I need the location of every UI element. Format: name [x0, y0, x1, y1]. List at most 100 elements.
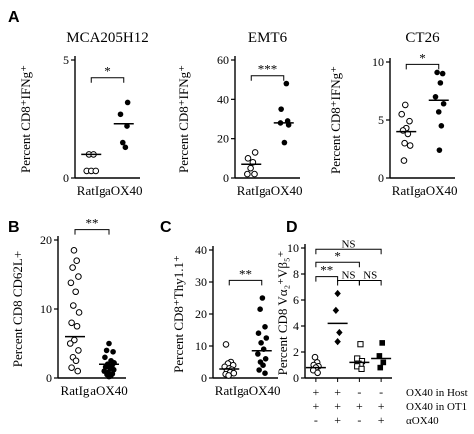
- data-point: [283, 80, 290, 87]
- significance-bracket: NS: [358, 270, 382, 286]
- data-point: [438, 123, 445, 129]
- y-tick-label: 0: [293, 371, 299, 385]
- condition-mark: +: [334, 385, 341, 399]
- data-point: [401, 139, 408, 147]
- condition-mark: +: [312, 399, 319, 413]
- data-point: [332, 306, 340, 314]
- y-tick-label: 4: [293, 319, 299, 333]
- condition-label: OX40 in OT1: [406, 401, 467, 413]
- data-point: [257, 306, 263, 313]
- data-point: [400, 157, 408, 164]
- significance-label: *: [334, 248, 341, 263]
- y-tick-label: 10: [195, 339, 207, 353]
- significance-bracket: **: [315, 263, 339, 282]
- x-tick-label: RatIg: [61, 383, 90, 398]
- significance-label: *: [104, 64, 111, 79]
- y-tick-label: 2: [293, 345, 299, 359]
- data-point: [103, 347, 110, 354]
- data-point: [124, 99, 131, 106]
- series-group4: [371, 340, 392, 371]
- data-point: [74, 367, 82, 375]
- data-point: [278, 106, 284, 112]
- significance-bracket: *: [90, 64, 125, 83]
- condition-mark: +: [334, 399, 341, 413]
- data-point: [398, 110, 406, 118]
- data-point: [358, 365, 365, 372]
- y-tick-label: 0: [63, 171, 69, 185]
- significance-label: **: [239, 266, 252, 281]
- significance-bracket: NS: [337, 270, 360, 286]
- data-point: [75, 347, 82, 354]
- data-point: [262, 324, 268, 330]
- panel-title: EMT6: [248, 30, 288, 46]
- series-group1: [305, 353, 326, 377]
- data-point: [247, 164, 254, 172]
- series-aOX40: [273, 80, 294, 146]
- series-aOX40: [113, 99, 134, 151]
- bracket-line: [228, 279, 263, 286]
- x-tick-label: aOX40: [420, 183, 458, 198]
- series-RatIg: [65, 247, 85, 375]
- data-point: [68, 364, 75, 371]
- panel-1: EMT6 0 20 40 60 Percent CD8⁺IFNg⁺ RatIg aOX40 **…: [176, 30, 303, 198]
- data-point: [401, 101, 409, 109]
- significance-bracket: **: [74, 216, 110, 235]
- data-point: [244, 155, 252, 162]
- condition-mark: +: [312, 385, 319, 399]
- data-point: [73, 257, 80, 265]
- y-tick-label: 20: [217, 132, 229, 146]
- data-point: [75, 273, 82, 280]
- x-tick-label: aOX40: [265, 183, 303, 198]
- series-RatIg: [241, 149, 262, 178]
- condition-mark: -: [379, 385, 383, 399]
- y-tick-label: 0: [223, 171, 229, 185]
- data-point: [440, 100, 447, 107]
- significance-bracket: NS: [315, 238, 382, 255]
- data-point: [72, 357, 80, 365]
- data-point: [334, 338, 341, 346]
- significance-bracket: *: [315, 248, 360, 268]
- data-point: [244, 170, 251, 178]
- condition-mark: -: [357, 413, 361, 427]
- bracket-line: [90, 77, 125, 83]
- data-point: [406, 117, 413, 125]
- bracket-line: [315, 248, 382, 255]
- significance-label: **: [320, 263, 333, 278]
- data-point: [432, 94, 439, 100]
- panel-2: CT26 0 5 10 Percent CD8⁺IFNg⁺ RatIg aOX40 *: [328, 30, 458, 198]
- significance-label: **: [86, 216, 99, 231]
- condition-mark: +: [378, 413, 385, 427]
- x-tick-label: aOX40: [105, 183, 143, 198]
- data-point: [439, 70, 446, 77]
- data-point: [106, 340, 112, 347]
- data-point: [106, 373, 112, 380]
- significance-label: NS: [341, 270, 355, 282]
- data-point: [122, 144, 129, 151]
- condition-table: + + - - OX40 in Host+ + + + OX40 in OT1- + - + αOX40: [312, 385, 467, 427]
- data-point: [259, 295, 266, 301]
- data-point: [434, 69, 440, 76]
- condition-mark: -: [357, 385, 361, 399]
- y-tick-label: 5: [378, 113, 384, 127]
- data-point: [119, 139, 126, 146]
- data-point: [255, 330, 262, 337]
- x-tick-label: RatIg: [77, 183, 106, 198]
- y-tick-label: 10: [40, 302, 52, 316]
- data-point: [258, 340, 264, 346]
- y-tick-label: 60: [217, 53, 229, 67]
- data-point: [117, 111, 124, 118]
- data-point: [406, 142, 414, 149]
- bracket-line: [405, 63, 440, 70]
- condition-mark: -: [314, 413, 318, 427]
- condition-label: OX40 in Host: [406, 387, 468, 399]
- panel-title: CT26: [405, 30, 440, 46]
- condition-mark: +: [378, 399, 385, 413]
- condition-mark: +: [356, 399, 363, 413]
- data-point: [222, 341, 230, 348]
- data-point: [281, 139, 288, 146]
- y-axis-label: Percent CD8 Vα₂⁺Vβ₅⁺: [275, 251, 290, 376]
- data-point: [379, 340, 386, 346]
- data-point: [357, 341, 364, 348]
- data-point: [260, 362, 266, 369]
- y-axis-label: Percent CD8⁺IFNg⁺: [328, 66, 343, 174]
